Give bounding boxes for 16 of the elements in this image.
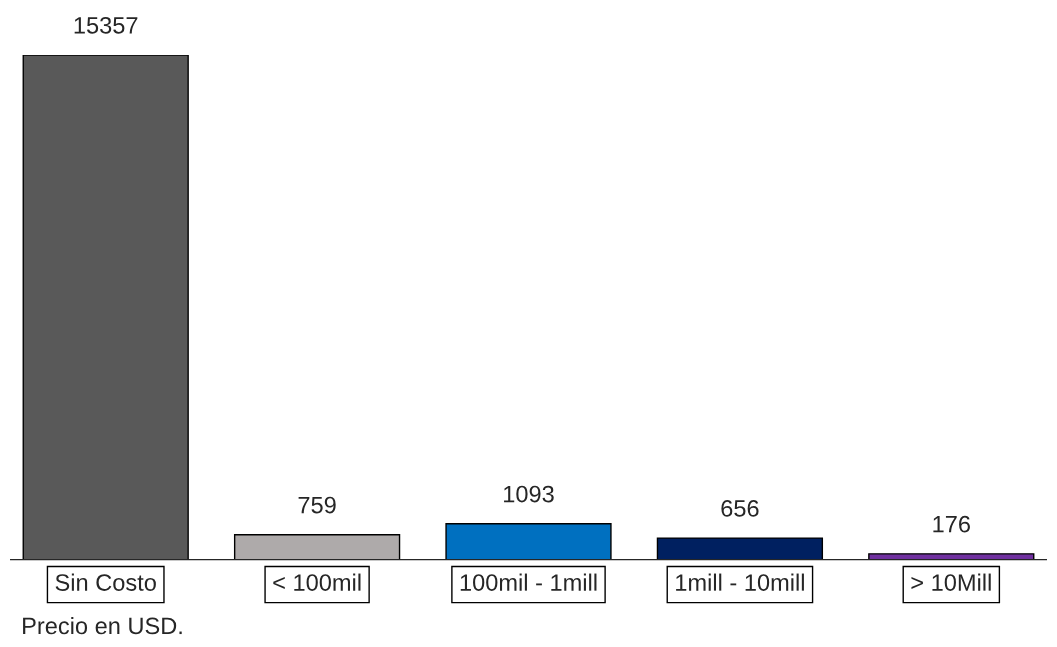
- x-tick-label: > 10Mill: [911, 573, 991, 591]
- bar: [445, 523, 612, 560]
- text: Precio en USD.: [23, 616, 182, 635]
- data-label: 15357: [74, 16, 138, 34]
- data-label: 176: [933, 515, 970, 533]
- x-tick-label: Sin Costo: [55, 573, 156, 591]
- bar: [656, 537, 824, 560]
- x-tick-label: 1mill - 10mill: [676, 573, 804, 591]
- data-label: 759: [298, 496, 336, 514]
- bar: [22, 55, 189, 560]
- bar: [233, 534, 401, 560]
- data-label: 1093: [504, 485, 554, 503]
- bar: [868, 553, 1035, 560]
- data-label: 656: [721, 500, 759, 517]
- x-tick-label: 100mil - 1mill: [460, 573, 597, 591]
- x-tick-label: < 100mil: [273, 573, 361, 591]
